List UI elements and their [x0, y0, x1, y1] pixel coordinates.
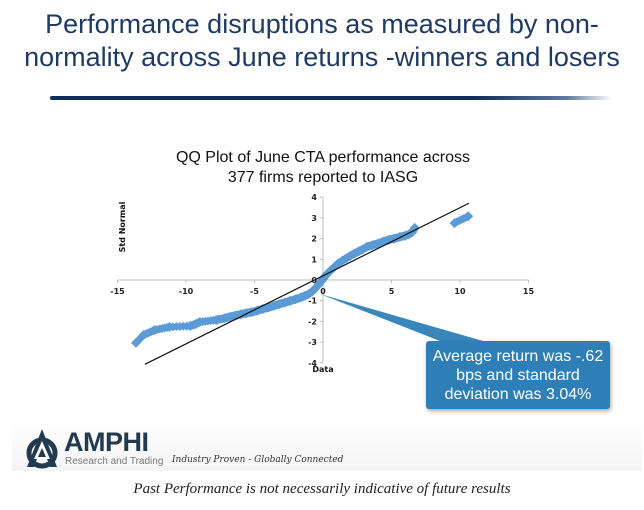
chart-title-line1: QQ Plot of June CTA performance across [176, 149, 470, 166]
callout-line3: deviation was 3.04% [445, 386, 592, 403]
y-tick-label: -4 [308, 359, 317, 368]
y-tick-label: -2 [308, 317, 317, 326]
callout-box [426, 341, 610, 409]
x-tick-label: -10 [179, 287, 194, 296]
data-point [130, 337, 141, 348]
x-tick-label: 15 [523, 287, 535, 296]
data-point [463, 211, 474, 222]
x-axis-label: Data [312, 365, 333, 374]
slide-title: Performance disruptions as measured by n… [0, 8, 644, 74]
reference-line-group [144, 202, 470, 365]
data-point [449, 218, 460, 229]
slide-title-line2: normality across June returns -winners a… [24, 42, 620, 72]
callout-pointer [320, 294, 490, 343]
y-axis-label: Std Normal [118, 201, 127, 252]
data-point [246, 307, 257, 318]
footer-band [12, 421, 642, 471]
data-point [341, 253, 352, 264]
data-point [194, 317, 205, 328]
logo-wordmark: AMPHI [64, 427, 149, 457]
reference-line [144, 202, 470, 365]
x-tick-label: 10 [454, 287, 466, 296]
y-tick-label: 4 [311, 193, 317, 202]
tagline: Industry Proven - Globally Connected [172, 455, 344, 465]
x-tick-label: 0 [320, 287, 326, 296]
x-tick-label: -15 [110, 287, 125, 296]
chart-title-line2: 377 firms reported to IASG [228, 169, 418, 186]
data-point [138, 330, 149, 341]
disclaimer: Past Performance is not necessarily indi… [133, 481, 511, 497]
qq-plot-chart: QQ Plot of June CTA performance across 3… [110, 149, 610, 409]
callout-line2: bps and standard [456, 367, 580, 384]
y-tick-label: 2 [311, 235, 317, 244]
callout: Average return was -.62 bps and standard… [320, 294, 610, 409]
amphi-logo: AMPHI Research and Trading [22, 427, 163, 469]
x-tick-label: -5 [250, 287, 259, 296]
slide-title-line1: Performance disruptions as measured by n… [45, 9, 599, 39]
y-tick-label: 3 [311, 214, 317, 223]
amphi-logo-icon [26, 429, 58, 469]
y-tick-label: 1 [311, 255, 317, 264]
data-point [211, 314, 222, 325]
data-point [149, 325, 160, 336]
data-point [164, 321, 175, 332]
y-tick-label: -1 [308, 297, 317, 306]
x-tick-label: 5 [389, 287, 395, 296]
y-tick-label: -3 [308, 338, 317, 347]
y-tick-label: 0 [311, 276, 317, 285]
data-point [409, 222, 420, 233]
data-points [130, 211, 474, 348]
callout-line1: Average return was -.62 [433, 348, 604, 365]
logo-subtitle: Research and Trading [65, 456, 164, 467]
title-divider [50, 96, 612, 100]
